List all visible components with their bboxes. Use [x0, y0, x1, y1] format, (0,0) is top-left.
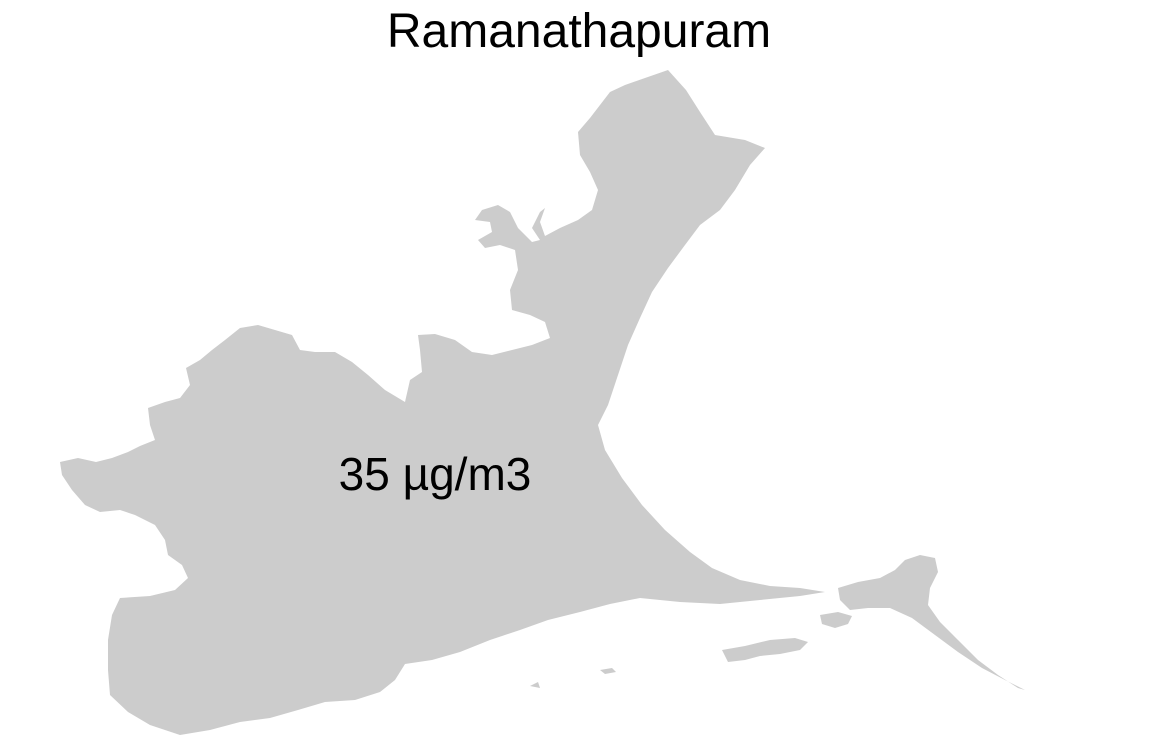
pollution-value-label: 35 µg/m3 — [338, 448, 532, 500]
island-2 — [722, 638, 808, 662]
islet-1 — [600, 668, 616, 674]
district-spit — [838, 555, 1025, 690]
map-title: Ramanathapuram — [386, 5, 772, 58]
island-1 — [820, 612, 852, 628]
district-mainland — [60, 70, 825, 735]
islet-2 — [530, 682, 540, 688]
